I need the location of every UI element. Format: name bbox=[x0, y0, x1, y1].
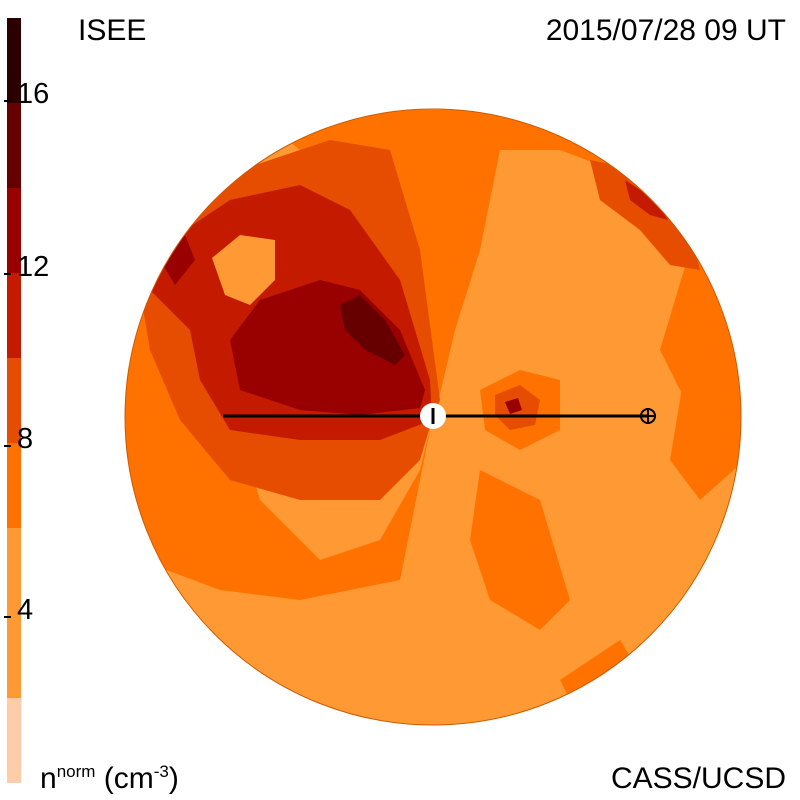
colorbar-level-6 bbox=[7, 103, 21, 188]
sun-marker-icon bbox=[420, 403, 446, 429]
colorbar-tick-label: 4 bbox=[17, 594, 34, 626]
map-title: ISEE bbox=[78, 14, 147, 47]
density-region-peak-nw bbox=[160, 235, 195, 285]
colorbar-tick bbox=[4, 616, 11, 618]
map-timestamp: 2015/07/28 09 UT bbox=[545, 14, 786, 47]
density-region-low-pocket bbox=[212, 235, 275, 305]
unit-superscript: norm bbox=[56, 762, 96, 781]
colorbar bbox=[7, 18, 21, 783]
unit-tail: (cm bbox=[95, 762, 154, 795]
colorbar-level-4 bbox=[7, 273, 21, 358]
colorbar-level-0 bbox=[7, 698, 21, 783]
colorbar-tick-label: 16 bbox=[17, 78, 50, 110]
density-region-higher-ne bbox=[625, 180, 668, 220]
unit-label: nnorm (cm-3) bbox=[40, 763, 179, 794]
colorbar-level-7 bbox=[7, 18, 21, 103]
colorbar-tick-label: 12 bbox=[17, 251, 50, 283]
colorbar-level-5 bbox=[7, 188, 21, 273]
density-region-peak-center bbox=[505, 398, 522, 414]
density-region-max bbox=[340, 295, 405, 365]
unit-exponent: -3 bbox=[153, 762, 169, 781]
colorbar-level-2 bbox=[7, 443, 21, 528]
colorbar-tick bbox=[4, 273, 11, 275]
density-region-high-ne bbox=[590, 160, 700, 270]
credit-label: CASS/UCSD bbox=[610, 762, 786, 795]
unit-close: ) bbox=[168, 762, 179, 795]
density-region-east-lobe bbox=[670, 320, 741, 500]
colorbar-tick bbox=[4, 445, 11, 447]
earth-marker-icon bbox=[640, 408, 656, 424]
unit-main: n bbox=[40, 762, 57, 795]
colorbar-level-3 bbox=[7, 358, 21, 443]
colorbar-level-1 bbox=[7, 528, 21, 698]
colorbar-tick bbox=[4, 100, 11, 102]
density-region-north bbox=[125, 110, 741, 415]
density-region-southeast bbox=[470, 470, 570, 630]
colorbar-tick-label: 8 bbox=[17, 423, 34, 455]
